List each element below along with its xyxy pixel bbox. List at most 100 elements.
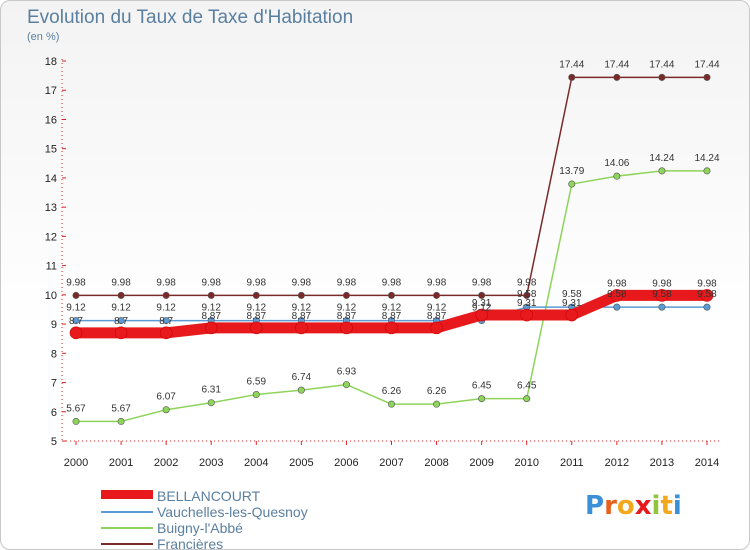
legend-swatch: [101, 511, 153, 513]
data-label: 6.59: [247, 377, 267, 388]
y-tick-label: 12: [45, 231, 57, 243]
data-point: [72, 417, 80, 425]
data-label: 8.87: [427, 311, 447, 322]
x-tick-label: 2009: [469, 457, 493, 469]
data-label: 8.87: [337, 311, 357, 322]
data-label: 9.12: [247, 303, 267, 314]
data-label: 8.7: [69, 316, 83, 327]
data-point: [523, 291, 531, 299]
data-label: 6.93: [337, 367, 357, 378]
data-label: 8.87: [201, 311, 221, 322]
legend-swatch: [101, 543, 153, 545]
legend-swatch: [101, 527, 153, 529]
x-tick-label: 2000: [64, 457, 88, 469]
data-label: 6.31: [201, 385, 221, 396]
data-point: [207, 291, 215, 299]
data-label: 14.06: [604, 158, 629, 169]
data-point: [72, 291, 80, 299]
x-tick-label: 2003: [199, 457, 223, 469]
data-point: [700, 289, 714, 302]
y-tick-label: 10: [45, 290, 57, 302]
data-label: 6.74: [292, 372, 312, 383]
data-point: [613, 172, 621, 180]
data-label: 8.7: [114, 316, 128, 327]
data-point: [430, 321, 443, 335]
x-tick-label: 2004: [244, 457, 268, 469]
chart-title: Evolution du Taux de Taxe d'Habitation: [27, 7, 354, 28]
data-point: [387, 291, 395, 299]
data-point: [523, 395, 531, 403]
chart-subtitle: (en %): [27, 31, 60, 43]
x-tick-label: 2002: [154, 457, 178, 469]
data-point: [249, 321, 263, 335]
data-label: 9.31: [562, 298, 582, 309]
y-tick-label: 18: [45, 56, 57, 68]
data-label: 9.98: [247, 277, 267, 288]
data-labels-vauchelles-les-quesnoy: 9.12 9.12 9.12 9.12 9.12 9.12 9.12 9.12 9.12 9.12…: [66, 289, 717, 313]
y-tick-label: 16: [45, 114, 57, 126]
data-point: [478, 291, 486, 299]
data-point: [114, 326, 128, 340]
data-label: 14.24: [649, 153, 674, 164]
x-tick-label: 2006: [334, 457, 358, 469]
data-label: 9.98: [337, 277, 357, 288]
data-label: 9.12: [472, 303, 492, 314]
x-tick-label: 2005: [289, 457, 313, 469]
data-label: 9.98: [517, 277, 537, 288]
data-label: 8.7: [159, 316, 173, 327]
data-label: 8.87: [247, 311, 267, 322]
data-point: [475, 308, 488, 322]
x-tick-label: 2013: [650, 457, 674, 469]
data-point: [655, 289, 669, 302]
y-tick-label: 15: [45, 144, 57, 156]
data-point: [658, 73, 666, 81]
y-tick-label: 6: [51, 407, 57, 419]
data-label: 9.12: [201, 303, 221, 314]
data-point: [162, 317, 170, 325]
data-label: 9.58: [607, 289, 627, 300]
data-label: 17.44: [604, 59, 629, 70]
data-point: [162, 291, 170, 299]
data-point: [520, 308, 534, 322]
data-label: 6.45: [517, 381, 537, 392]
data-point: [252, 291, 260, 299]
x-tick-label: 2011: [560, 457, 584, 469]
series-bellancourt: [69, 289, 714, 340]
y-tick-label: 13: [45, 202, 57, 214]
legend-label: BELLANCOURT: [157, 488, 261, 504]
data-point: [478, 395, 486, 403]
data-label: 14.24: [694, 153, 719, 164]
data-label: 9.12: [292, 303, 312, 314]
data-label: 6.45: [472, 381, 492, 392]
data-label: 9.98: [111, 277, 131, 288]
data-label: 9.58: [562, 289, 582, 300]
x-tick-label: 2010: [514, 457, 538, 469]
data-label: 9.12: [427, 303, 447, 314]
data-point: [117, 417, 125, 425]
x-tick-label: 2008: [424, 457, 448, 469]
data-point: [658, 167, 666, 175]
brand-logo: Proxiti: [585, 491, 682, 521]
series-franci-res: [72, 73, 711, 299]
data-label: 9.98: [697, 278, 717, 289]
data-label: 5.67: [66, 403, 86, 414]
data-point: [297, 386, 305, 394]
data-label: 9.98: [427, 277, 447, 288]
data-point: [207, 399, 215, 407]
x-tick-label: 2014: [695, 457, 719, 469]
data-point: [342, 291, 350, 299]
data-label: 6.26: [382, 386, 402, 397]
data-labels-bellancourt: 8.7 8.7 8.7 8.87 8.87 8.87 8.87 8.87 8.87 9.31 9.3…: [69, 278, 717, 326]
x-tick-label: 2012: [605, 457, 629, 469]
data-point: [565, 308, 579, 322]
data-label: 17.44: [559, 59, 584, 70]
data-point: [385, 321, 398, 335]
data-point: [297, 291, 305, 299]
legend-swatch: [101, 490, 153, 499]
data-point: [433, 291, 441, 299]
data-point: [387, 400, 395, 408]
data-point: [159, 326, 173, 340]
data-label: 8.87: [292, 311, 312, 322]
